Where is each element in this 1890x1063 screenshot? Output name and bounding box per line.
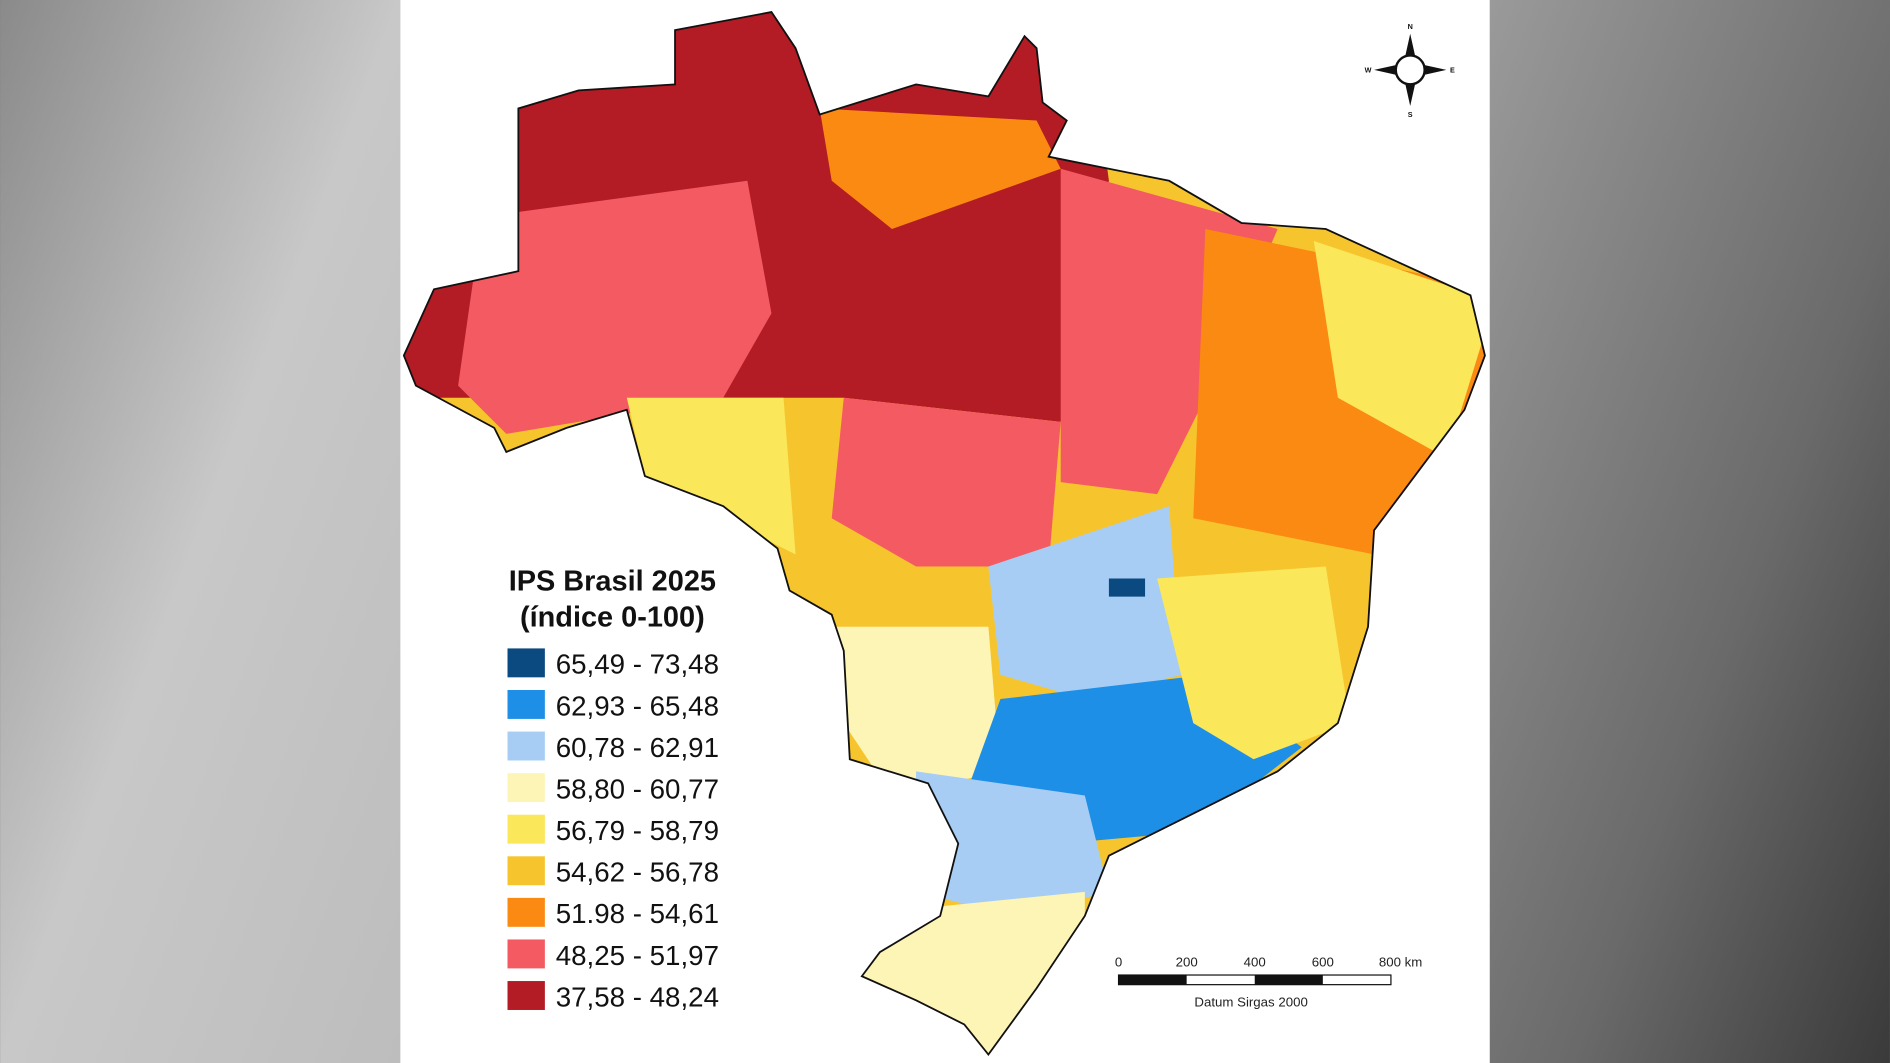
region-mato-grosso-north bbox=[831, 397, 1061, 567]
region-amazonas bbox=[458, 180, 772, 434]
legend-label: 56,79 - 58,79 bbox=[556, 815, 719, 846]
legend: 65,49 - 73,48 62,93 - 65,48 60,78 - 62,91 5… bbox=[507, 648, 719, 1012]
scale-tick-label: 400 bbox=[1244, 955, 1266, 970]
region-rondonia bbox=[626, 397, 796, 555]
region-para-north bbox=[819, 108, 1061, 229]
legend-swatch bbox=[507, 648, 545, 678]
scale-bar-segment bbox=[1254, 975, 1323, 985]
compass-w: W bbox=[1365, 65, 1372, 74]
compass-arrow bbox=[1374, 65, 1396, 75]
scale-tick-label: 600 bbox=[1312, 955, 1334, 970]
scale-tick-label: 800 km bbox=[1379, 955, 1422, 970]
compass-arrow bbox=[1424, 65, 1447, 75]
legend-label: 58,80 - 60,77 bbox=[556, 773, 719, 804]
compass-s: S bbox=[1408, 110, 1413, 119]
compass-arrow bbox=[1405, 84, 1416, 107]
scale-tick-label: 200 bbox=[1176, 955, 1198, 970]
region-parana bbox=[916, 771, 1109, 916]
legend-label: 54,62 - 56,78 bbox=[556, 857, 719, 888]
region-minas bbox=[1157, 566, 1350, 760]
legend-swatch bbox=[507, 689, 545, 719]
compass-e: E bbox=[1450, 65, 1455, 74]
legend-swatch bbox=[507, 773, 545, 803]
legend-swatch bbox=[507, 939, 545, 969]
legend-swatch bbox=[507, 814, 545, 844]
region-brasilia bbox=[1108, 578, 1146, 597]
compass-ring bbox=[1394, 54, 1426, 86]
legend-label: 37,58 - 48,24 bbox=[556, 981, 719, 1012]
scale-tick-label: 0 bbox=[1115, 955, 1122, 970]
legend-swatch bbox=[507, 856, 545, 886]
legend-subtitle: (índice 0-100) bbox=[520, 602, 705, 634]
background-left bbox=[0, 0, 401, 1063]
region-goias bbox=[988, 506, 1182, 700]
compass-n: N bbox=[1408, 22, 1413, 31]
region-mato-grosso-sul bbox=[831, 626, 1001, 796]
legend-title: IPS Brasil 2025 bbox=[509, 566, 716, 598]
compass-arrow bbox=[1405, 33, 1416, 56]
scale-bar: Datum Sirgas 2000 0 200 400 600 800 km bbox=[1115, 955, 1422, 1010]
legend-swatch bbox=[507, 897, 545, 927]
region-northeast-coast bbox=[1313, 241, 1485, 458]
scale-datum: Datum Sirgas 2000 bbox=[1194, 994, 1307, 1009]
legend-label: 48,25 - 51,97 bbox=[556, 940, 719, 971]
scale-bar-segment bbox=[1118, 975, 1187, 985]
legend-label: 51.98 - 54,61 bbox=[556, 898, 719, 929]
legend-swatch bbox=[507, 731, 545, 761]
legend-label: 60,78 - 62,91 bbox=[556, 732, 719, 763]
legend-swatch bbox=[507, 981, 545, 1010]
legend-label: 65,49 - 73,48 bbox=[556, 649, 719, 680]
compass: N S E W bbox=[1365, 22, 1455, 119]
background-right bbox=[1489, 0, 1890, 1063]
legend-label: 62,93 - 65,48 bbox=[556, 690, 719, 721]
